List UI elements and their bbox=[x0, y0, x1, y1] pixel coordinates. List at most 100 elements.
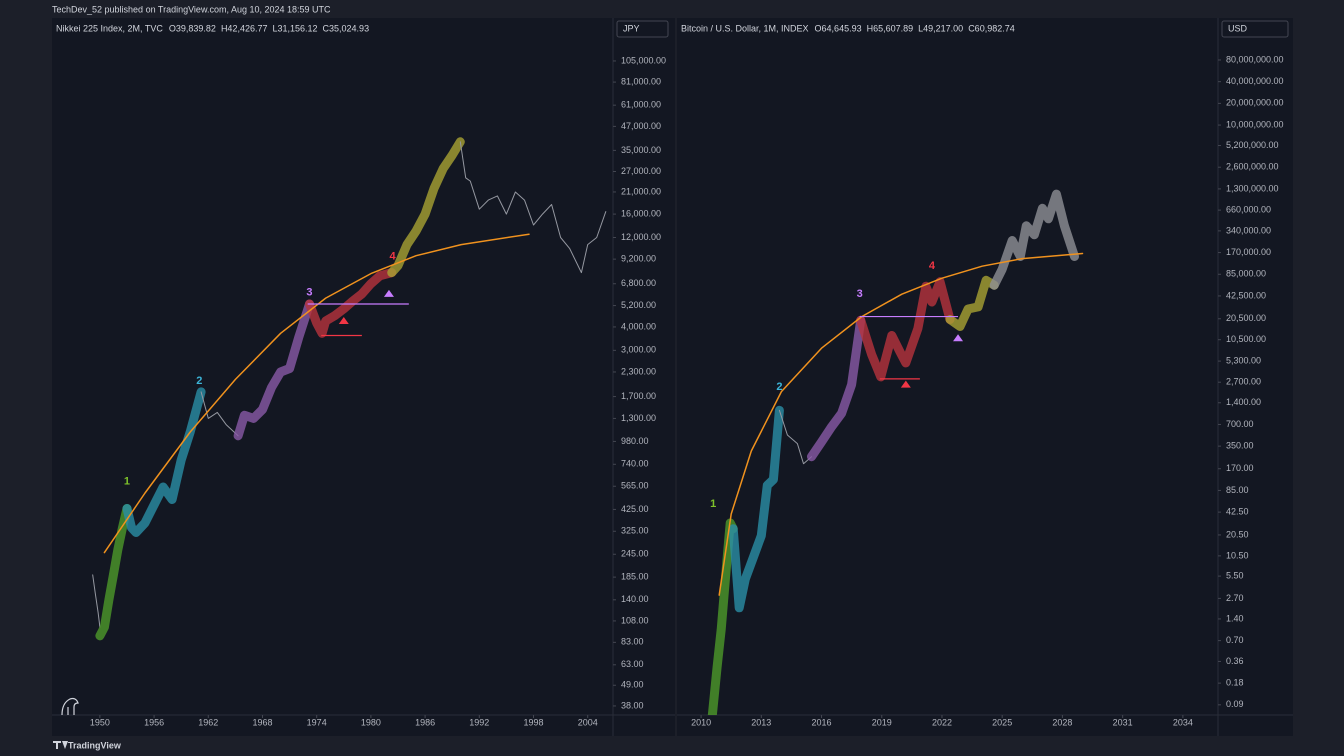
price-line bbox=[728, 405, 784, 613]
wave-label: 3 bbox=[306, 286, 312, 298]
y-tick-label: 0.18 bbox=[1226, 677, 1244, 687]
y-tick-label: 10,000,000.00 bbox=[1226, 119, 1284, 129]
price-line bbox=[103, 233, 530, 554]
symbol-title: Bitcoin / U.S. Dollar, 1M, INDEX bbox=[681, 23, 809, 33]
price-line bbox=[707, 518, 738, 715]
triangle-marker bbox=[900, 380, 911, 388]
ohlc-value: L49,217.00 bbox=[918, 23, 963, 33]
currency-box bbox=[1221, 20, 1289, 38]
y-tick-label: 325.00 bbox=[621, 526, 649, 536]
y-tick-label: 740.00 bbox=[621, 459, 649, 469]
x-tick-label: 2013 bbox=[751, 717, 771, 727]
price-line bbox=[989, 189, 1079, 290]
watermark-icon bbox=[61, 697, 79, 716]
y-tick-label: 3,000.00 bbox=[621, 345, 656, 355]
y-tick-label: 5,300.00 bbox=[1226, 355, 1261, 365]
tv-logo bbox=[53, 741, 68, 749]
y-tick-label: 85.00 bbox=[1226, 485, 1249, 495]
price-line bbox=[856, 277, 955, 382]
wave-label: 1 bbox=[124, 475, 130, 487]
y-tick-label: 9,200.00 bbox=[621, 254, 656, 264]
right-panel bbox=[677, 18, 1293, 736]
y-tick-label: 108.00 bbox=[621, 615, 649, 625]
triangle-marker bbox=[338, 317, 349, 325]
ohlc-value: H65,607.89 bbox=[867, 23, 914, 33]
triangle-marker bbox=[953, 334, 964, 342]
x-tick-label: 1992 bbox=[469, 717, 489, 727]
y-tick-label: 4,000.00 bbox=[621, 321, 656, 331]
x-tick-label: 2016 bbox=[812, 717, 832, 727]
y-tick-label: 16,000.00 bbox=[621, 208, 661, 218]
y-tick-label: 0.36 bbox=[1226, 656, 1244, 666]
price-line bbox=[233, 299, 314, 441]
price-line bbox=[305, 268, 397, 338]
currency-label: JPY bbox=[623, 23, 640, 33]
y-tick-label: 6,800.00 bbox=[621, 278, 656, 288]
y-tick-label: 1,300,000.00 bbox=[1226, 183, 1279, 193]
x-tick-label: 2010 bbox=[691, 717, 711, 727]
price-line bbox=[95, 504, 132, 641]
x-tick-label: 2031 bbox=[1113, 717, 1133, 727]
ohlc-value: L31,156.12 bbox=[272, 23, 317, 33]
y-tick-label: 2,300.00 bbox=[621, 366, 656, 376]
y-tick-label: 47,000.00 bbox=[621, 121, 661, 131]
x-tick-label: 2028 bbox=[1052, 717, 1072, 727]
y-tick-label: 10.50 bbox=[1226, 550, 1249, 560]
wave-label: 4 bbox=[390, 250, 397, 262]
ohlc-value: C35,024.93 bbox=[323, 23, 370, 33]
x-tick-label: 1974 bbox=[307, 717, 327, 727]
y-tick-label: 1.40 bbox=[1226, 613, 1244, 623]
y-tick-label: 42.50 bbox=[1226, 506, 1249, 516]
y-tick-label: 1,700.00 bbox=[621, 391, 656, 401]
price-line bbox=[200, 391, 239, 437]
price-line bbox=[92, 574, 101, 628]
y-tick-label: 12,000.00 bbox=[621, 232, 661, 242]
price-line bbox=[807, 315, 866, 462]
y-tick-label: 81,000.00 bbox=[621, 76, 661, 86]
y-tick-label: 660,000.00 bbox=[1226, 204, 1271, 214]
triangle-marker bbox=[383, 289, 394, 297]
x-tick-label: 1968 bbox=[252, 717, 272, 727]
x-tick-label: 2034 bbox=[1173, 717, 1193, 727]
y-tick-label: 20,000,000.00 bbox=[1226, 98, 1284, 108]
wave-label: 4 bbox=[929, 260, 936, 272]
y-tick-label: 5,200,000.00 bbox=[1226, 140, 1279, 150]
y-tick-label: 21,000.00 bbox=[621, 186, 661, 196]
y-tick-label: 245.00 bbox=[621, 549, 649, 559]
y-tick-label: 105,000.00 bbox=[621, 55, 666, 65]
y-tick-label: 185.00 bbox=[621, 571, 649, 581]
x-tick-label: 1956 bbox=[144, 717, 164, 727]
y-tick-label: 340,000.00 bbox=[1226, 225, 1271, 235]
x-tick-label: 1962 bbox=[198, 717, 218, 727]
currency-box bbox=[616, 20, 669, 38]
x-tick-label: 2022 bbox=[932, 717, 952, 727]
y-tick-label: 2,600,000.00 bbox=[1226, 162, 1279, 172]
y-tick-label: 170.00 bbox=[1226, 463, 1254, 473]
y-tick-label: 38.00 bbox=[621, 700, 644, 710]
y-tick-label: 61,000.00 bbox=[621, 100, 661, 110]
wave-label: 3 bbox=[857, 288, 863, 300]
x-tick-label: 2019 bbox=[872, 717, 892, 727]
y-tick-label: 85,000.00 bbox=[1226, 269, 1266, 279]
price-line bbox=[945, 275, 999, 331]
price-line bbox=[459, 141, 607, 274]
symbol-title: Nikkei 225 Index, 2M, TVC bbox=[56, 23, 163, 33]
y-tick-label: 5.50 bbox=[1226, 570, 1244, 580]
price-line bbox=[387, 137, 465, 278]
y-tick-label: 0.09 bbox=[1226, 699, 1244, 709]
left-panel bbox=[52, 18, 675, 736]
y-tick-label: 40,000,000.00 bbox=[1226, 76, 1284, 86]
x-tick-label: 1986 bbox=[415, 717, 435, 727]
y-tick-label: 425.00 bbox=[621, 504, 649, 514]
y-tick-label: 565.00 bbox=[621, 481, 649, 491]
y-tick-label: 170,000.00 bbox=[1226, 247, 1271, 257]
x-tick-label: 2025 bbox=[992, 717, 1012, 727]
price-line bbox=[122, 387, 206, 537]
y-tick-label: 700.00 bbox=[1226, 419, 1254, 429]
y-tick-label: 20.50 bbox=[1226, 529, 1249, 539]
ohlc-value: H42,426.77 bbox=[221, 23, 268, 33]
plot-area bbox=[707, 189, 1084, 715]
footer-brand: TradingView bbox=[68, 740, 122, 750]
